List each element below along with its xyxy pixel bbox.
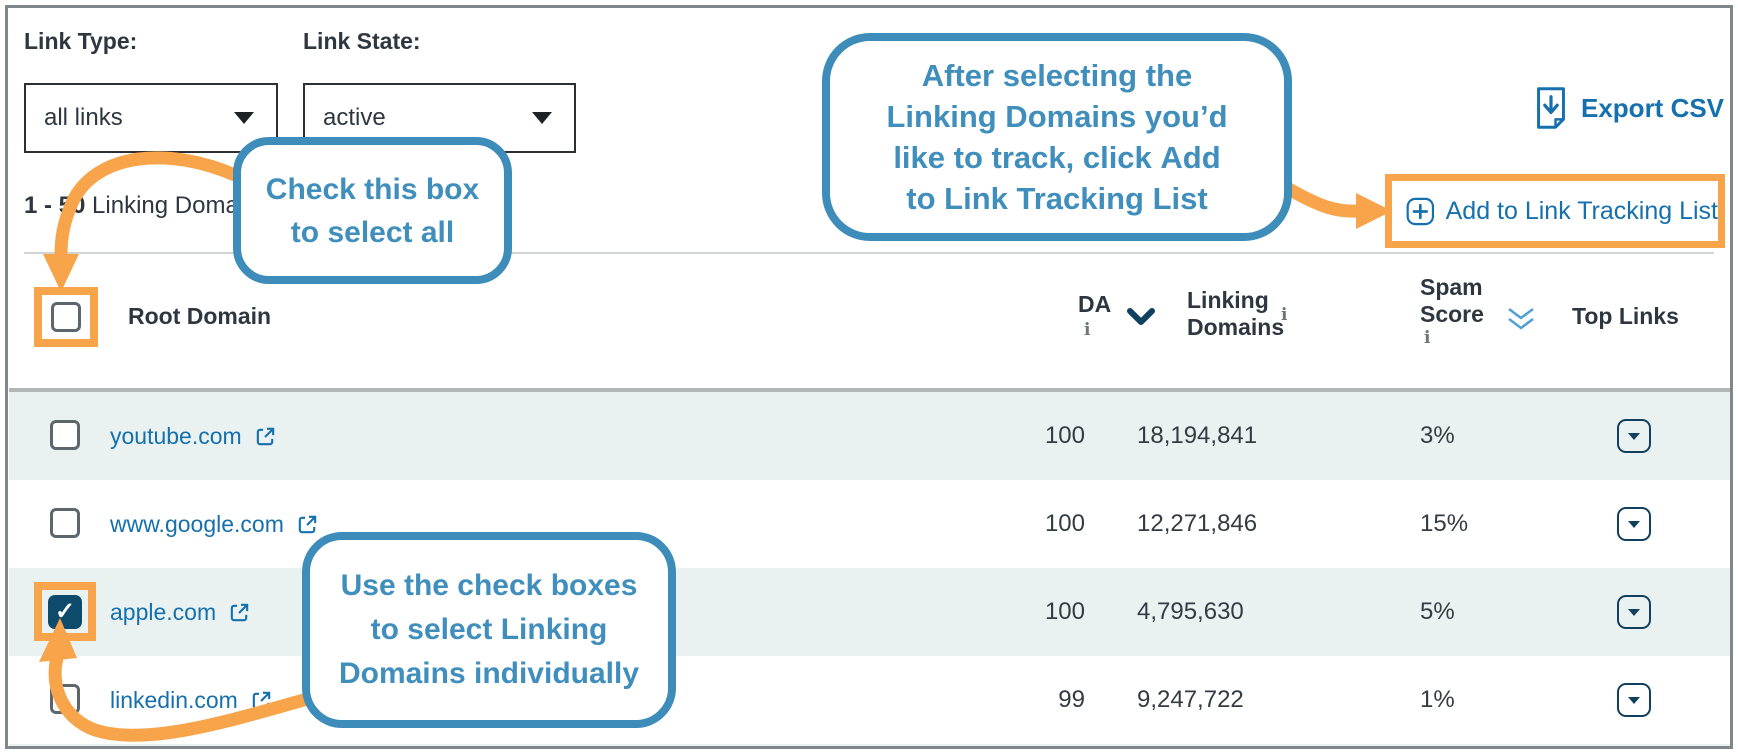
row-checkbox-checked[interactable]: ✓ xyxy=(48,594,82,629)
link-type-dropdown[interactable]: all links xyxy=(24,83,278,153)
domain-link[interactable]: linkedin.com xyxy=(110,686,238,713)
external-link-icon[interactable] xyxy=(296,513,319,536)
arrow-to-add-button xyxy=(1282,182,1365,218)
da-sort-chevron-icon[interactable] xyxy=(1126,308,1156,326)
header-divider xyxy=(24,252,1714,254)
table-top-divider xyxy=(9,388,1730,392)
link-type-selected-value: all links xyxy=(44,104,123,131)
linking-domains-value: 9,247,722 xyxy=(1137,686,1244,713)
linking-domains-value: 12,271,846 xyxy=(1137,510,1258,537)
domain-link[interactable]: youtube.com xyxy=(110,422,242,449)
callout-add-tracking: After selecting the Linking Domains you’… xyxy=(822,33,1292,241)
add-to-list-label: Add to Link Tracking List xyxy=(1445,196,1718,225)
linking-domains-info-icon[interactable]: i xyxy=(1281,305,1288,325)
select-all-highlight-box xyxy=(34,287,98,347)
row-checkbox[interactable] xyxy=(50,684,80,714)
table-row: youtube.com 100 18,194,841 3% xyxy=(9,392,1730,480)
da-value: 100 xyxy=(1044,598,1085,625)
root-domain-cell: www.google.com xyxy=(110,480,319,568)
result-range: 1 - 50 xyxy=(24,192,86,219)
spam-sort-double-chevron-icon[interactable] xyxy=(1503,306,1539,332)
linking-domains-value: 4,795,630 xyxy=(1137,598,1244,625)
row-checkbox[interactable] xyxy=(50,420,80,450)
spam-score-value: 15% xyxy=(1420,510,1469,537)
spam-score-value: 3% xyxy=(1420,422,1455,449)
add-to-link-tracking-list-button[interactable]: Add to Link Tracking List xyxy=(1385,174,1725,248)
link-state-selected-value: active xyxy=(323,104,386,131)
top-links-dropdown-button[interactable] xyxy=(1617,683,1651,717)
linking-domains-value: 18,194,841 xyxy=(1137,422,1258,449)
chevron-down-icon xyxy=(532,112,552,124)
da-value: 100 xyxy=(1044,510,1085,537)
caret-down-icon xyxy=(1628,432,1640,440)
external-link-icon[interactable] xyxy=(254,425,277,448)
partial-next-row xyxy=(9,744,1730,749)
spam-score-info-icon[interactable]: i xyxy=(1424,328,1431,348)
top-links-dropdown-button[interactable] xyxy=(1617,507,1651,541)
select-all-checkbox[interactable] xyxy=(51,302,81,332)
column-header-linking-domains[interactable]: Linking Domains xyxy=(1187,287,1285,340)
da-info-icon[interactable]: i xyxy=(1084,320,1091,340)
link-type-label: Link Type: xyxy=(24,28,138,54)
column-header-da[interactable]: DA xyxy=(1078,291,1112,317)
external-link-icon[interactable] xyxy=(228,601,251,624)
root-domain-cell: apple.com xyxy=(110,568,251,656)
da-value: 100 xyxy=(1044,422,1085,449)
domain-link[interactable]: www.google.com xyxy=(110,510,284,537)
top-links-dropdown-button[interactable] xyxy=(1617,595,1651,629)
chevron-down-icon xyxy=(234,112,254,124)
column-header-root-domain: Root Domain xyxy=(128,303,272,329)
spam-score-value: 1% xyxy=(1420,686,1455,713)
table-row: linkedin.com 99 9,247,722 1% xyxy=(9,656,1730,744)
table-row: ✓ apple.com 100 4,795,630 5% xyxy=(9,568,1730,656)
caret-down-icon xyxy=(1628,608,1640,616)
row-checkbox[interactable] xyxy=(50,508,80,538)
callout-individual-select: Use the check boxes to select Linking Do… xyxy=(302,532,676,728)
caret-down-icon xyxy=(1628,520,1640,528)
callout-select-all: Check this box to select all xyxy=(233,137,512,284)
plus-icon xyxy=(1406,197,1435,225)
checked-checkbox-highlight-box: ✓ xyxy=(34,582,96,641)
domain-link[interactable]: apple.com xyxy=(110,598,217,625)
link-state-label: Link State: xyxy=(303,28,421,54)
export-csv-label: Export CSV xyxy=(1581,92,1725,123)
root-domain-cell: linkedin.com xyxy=(110,656,273,744)
column-header-top-links: Top Links xyxy=(1572,303,1679,329)
root-domain-cell: youtube.com xyxy=(110,392,277,480)
caret-down-icon xyxy=(1628,696,1640,704)
download-file-icon xyxy=(1537,87,1565,129)
table-row: www.google.com 100 12,271,846 15% xyxy=(9,480,1730,568)
spam-score-value: 5% xyxy=(1420,598,1455,625)
top-links-dropdown-button[interactable] xyxy=(1617,419,1651,453)
da-value: 99 xyxy=(1058,686,1085,713)
column-header-spam-score[interactable]: Spam Score xyxy=(1420,274,1484,327)
export-csv-button[interactable]: Export CSV xyxy=(1534,86,1724,130)
external-link-icon[interactable] xyxy=(250,689,273,712)
